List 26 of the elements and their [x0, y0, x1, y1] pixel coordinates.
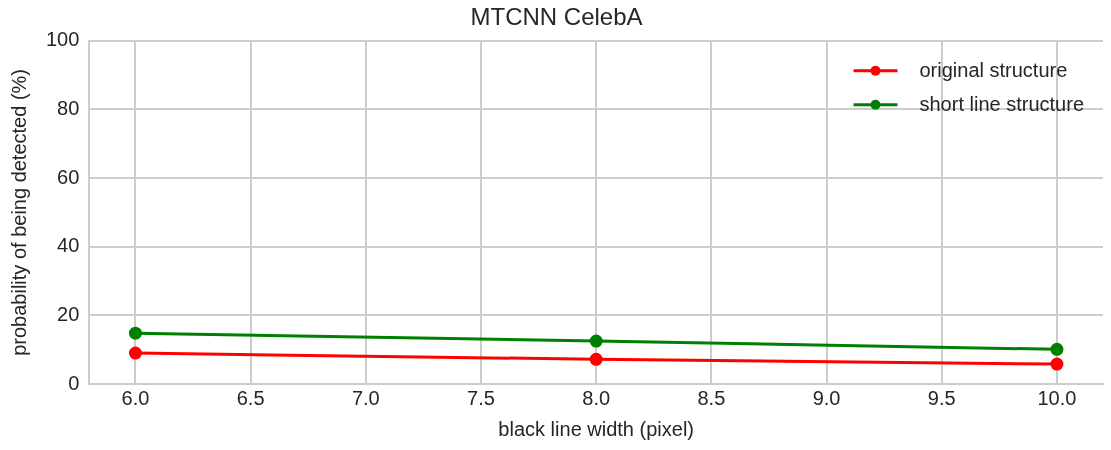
- chart-title: MTCNN CelebA: [470, 3, 643, 31]
- y-tick-label: 80: [57, 96, 80, 119]
- x-tick-label: 7.5: [467, 386, 495, 409]
- x-tick-label: 9.0: [812, 386, 841, 409]
- x-axis-title: black line width (pixel): [498, 417, 694, 440]
- y-tick-label: 20: [57, 302, 80, 325]
- x-tick-label: 8.5: [697, 386, 726, 409]
- x-tick-label: 8.0: [582, 386, 611, 409]
- point: [589, 334, 603, 348]
- point: [589, 352, 603, 366]
- x-tick-label: 10.0: [1037, 386, 1077, 409]
- legend-label: short line structure: [919, 93, 1084, 116]
- x-tick-label: 7.0: [351, 386, 380, 409]
- y-axis-title: probability of being detected (%): [7, 68, 30, 356]
- point: [1050, 342, 1064, 356]
- point: [128, 326, 142, 340]
- x-tick-label: 6.0: [121, 386, 150, 409]
- point: [1050, 357, 1064, 371]
- x-tick-label: 6.5: [236, 386, 265, 409]
- point: [128, 346, 142, 360]
- legend-label: original structure: [919, 59, 1068, 82]
- y-tick-label: 0: [68, 371, 80, 394]
- y-tick-label: 40: [57, 234, 80, 257]
- x-tick-label: 9.5: [927, 386, 956, 409]
- y-tick-label: 100: [45, 28, 80, 51]
- y-tick-label: 60: [57, 165, 80, 188]
